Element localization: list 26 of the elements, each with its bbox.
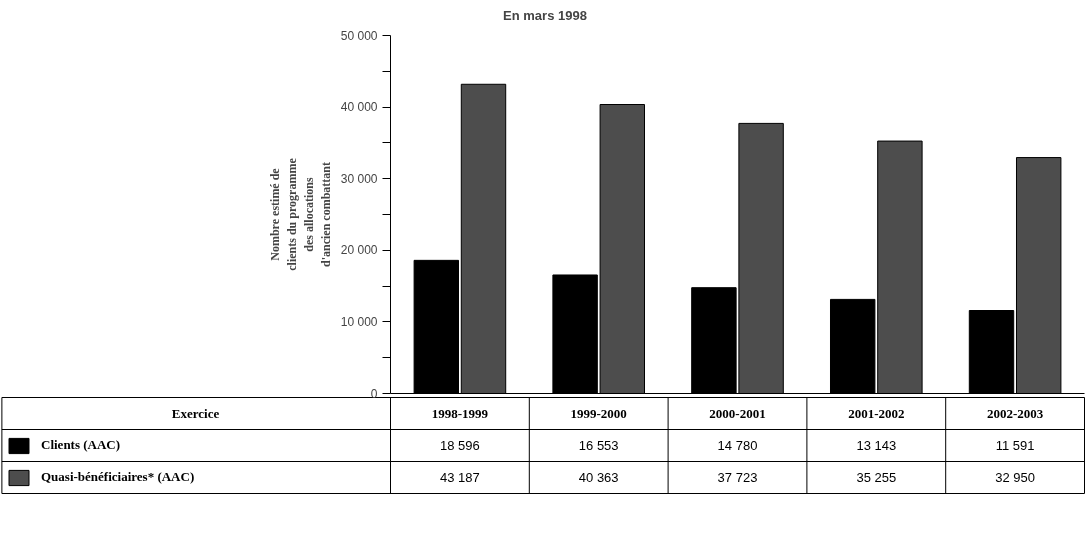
x-tick-label: 2000-2001: [709, 405, 766, 421]
y-tick-label: 0: [370, 386, 378, 401]
data-label: 43 187: [440, 470, 480, 485]
data-label: 16 553: [578, 438, 619, 453]
data-label: 37 723: [717, 470, 758, 485]
y-tick-label: 10 000: [340, 314, 378, 329]
x-tick-label: 1999-2000: [570, 405, 627, 421]
data-label: 11 591: [995, 438, 1035, 453]
text: Exercice: [171, 406, 220, 421]
data-label: 13 143: [856, 438, 897, 453]
y-tick-label: 50 000: [340, 28, 378, 43]
y-tick-label: 40 000: [340, 100, 378, 115]
x-tick-label: 2002-2003: [986, 405, 1044, 421]
legend-label: Clients (AAC): [41, 436, 121, 454]
x-tick-label: 2001-2002: [848, 405, 905, 421]
y-axis-title: Nombre estimé de clients du programme des allocations d'ancien combattant: [268, 157, 333, 271]
data-label: 18 596: [440, 438, 480, 453]
data-label: 14 780: [717, 438, 758, 453]
data-label: 35 255: [856, 470, 897, 485]
data-label: 40 363: [578, 470, 619, 485]
y-tick-label: 20 000: [340, 243, 378, 258]
data-label: 32 950: [995, 470, 1035, 485]
chart-title: En mars 1998: [503, 7, 587, 23]
y-tick-label: 30 000: [340, 171, 378, 186]
legend-label: Quasi-bénéficiaires* (AAC): [41, 468, 195, 486]
x-tick-label: 1998-1999: [431, 405, 489, 421]
